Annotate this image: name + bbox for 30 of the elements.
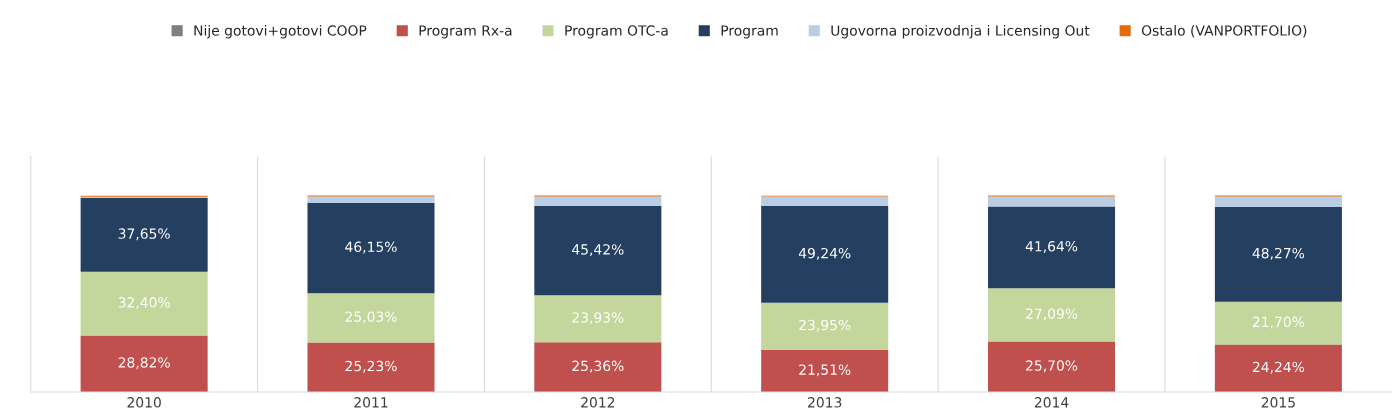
x-tick-label: 2013 <box>808 397 842 408</box>
data-label: 32,40% <box>118 297 170 310</box>
data-label: 25,70% <box>1026 360 1078 373</box>
data-label: 23,95% <box>799 319 851 332</box>
data-label: 27,09% <box>1026 308 1078 321</box>
data-label: 37,65% <box>118 228 170 241</box>
x-tick-label: 2011 <box>354 397 388 408</box>
data-label: 28,82% <box>118 357 170 370</box>
legend-label: Program OTC-a <box>565 25 668 39</box>
x-tick-label: 2014 <box>1034 397 1069 408</box>
data-label: 21,51% <box>799 364 851 377</box>
data-label: 45,42% <box>572 244 624 257</box>
legend-label: Program <box>721 25 778 39</box>
x-tick-label: 2010 <box>127 397 161 408</box>
data-label: 24,24% <box>1252 361 1305 374</box>
data-label: 49,24% <box>798 247 851 260</box>
legend-label: Program Rx-a <box>419 25 512 39</box>
legend-label: Ugovorna proizvodnja i Licensing Out <box>831 25 1090 39</box>
legend-label: Ostalo (VANPORTFOLIO) <box>1141 25 1307 38</box>
x-tick-label: 2012 <box>581 397 615 408</box>
data-label: 25,23% <box>345 360 397 373</box>
data-label: 21,70% <box>1252 316 1305 329</box>
data-label: 41,64% <box>1025 240 1078 253</box>
data-label: 46,15% <box>345 241 397 254</box>
data-label: 48,27% <box>1252 247 1305 260</box>
data-label: 23,93% <box>572 312 624 325</box>
data-label: 25,03% <box>345 311 397 324</box>
x-tick-label: 2015 <box>1261 397 1295 408</box>
data-label: 25,36% <box>572 360 624 373</box>
legend-label: Nije gotovi+gotovi COOP <box>194 25 367 39</box>
